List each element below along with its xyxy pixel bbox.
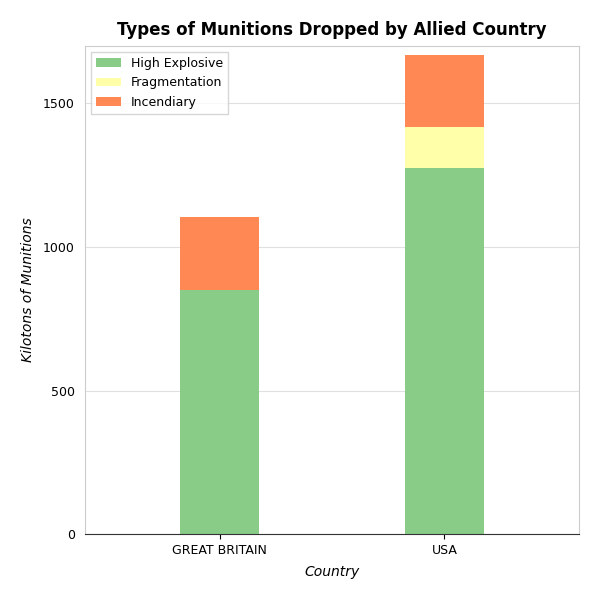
Bar [405,55,484,127]
Bar [180,217,259,290]
Legend: High Explosive, Fragmentation, Incendiary: High Explosive, Fragmentation, Incendiar… [91,52,228,113]
Y-axis label: Kilotons of Munitions: Kilotons of Munitions [21,218,35,362]
Title: Types of Munitions Dropped by Allied Country: Types of Munitions Dropped by Allied Cou… [117,21,547,39]
Bar [405,168,484,534]
Bar [405,127,484,168]
X-axis label: Country: Country [304,565,359,579]
Bar [180,290,259,534]
